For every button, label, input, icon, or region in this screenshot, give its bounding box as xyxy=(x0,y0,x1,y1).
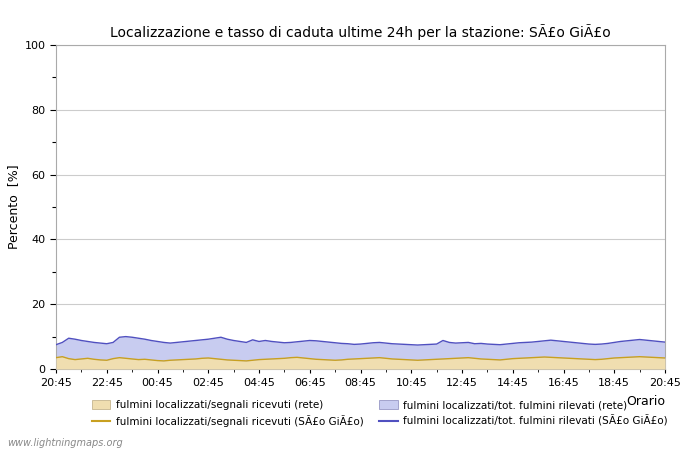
Text: Orario: Orario xyxy=(626,395,665,408)
Legend: fulmini localizzati/segnali ricevuti (rete), fulmini localizzati/segnali ricevut: fulmini localizzati/segnali ricevuti (re… xyxy=(92,400,668,428)
Title: Localizzazione e tasso di caduta ultime 24h per la stazione: SÃ£o GiÃ£o: Localizzazione e tasso di caduta ultime … xyxy=(110,24,611,40)
Y-axis label: Percento  [%]: Percento [%] xyxy=(8,165,20,249)
Text: www.lightningmaps.org: www.lightningmaps.org xyxy=(7,438,122,448)
